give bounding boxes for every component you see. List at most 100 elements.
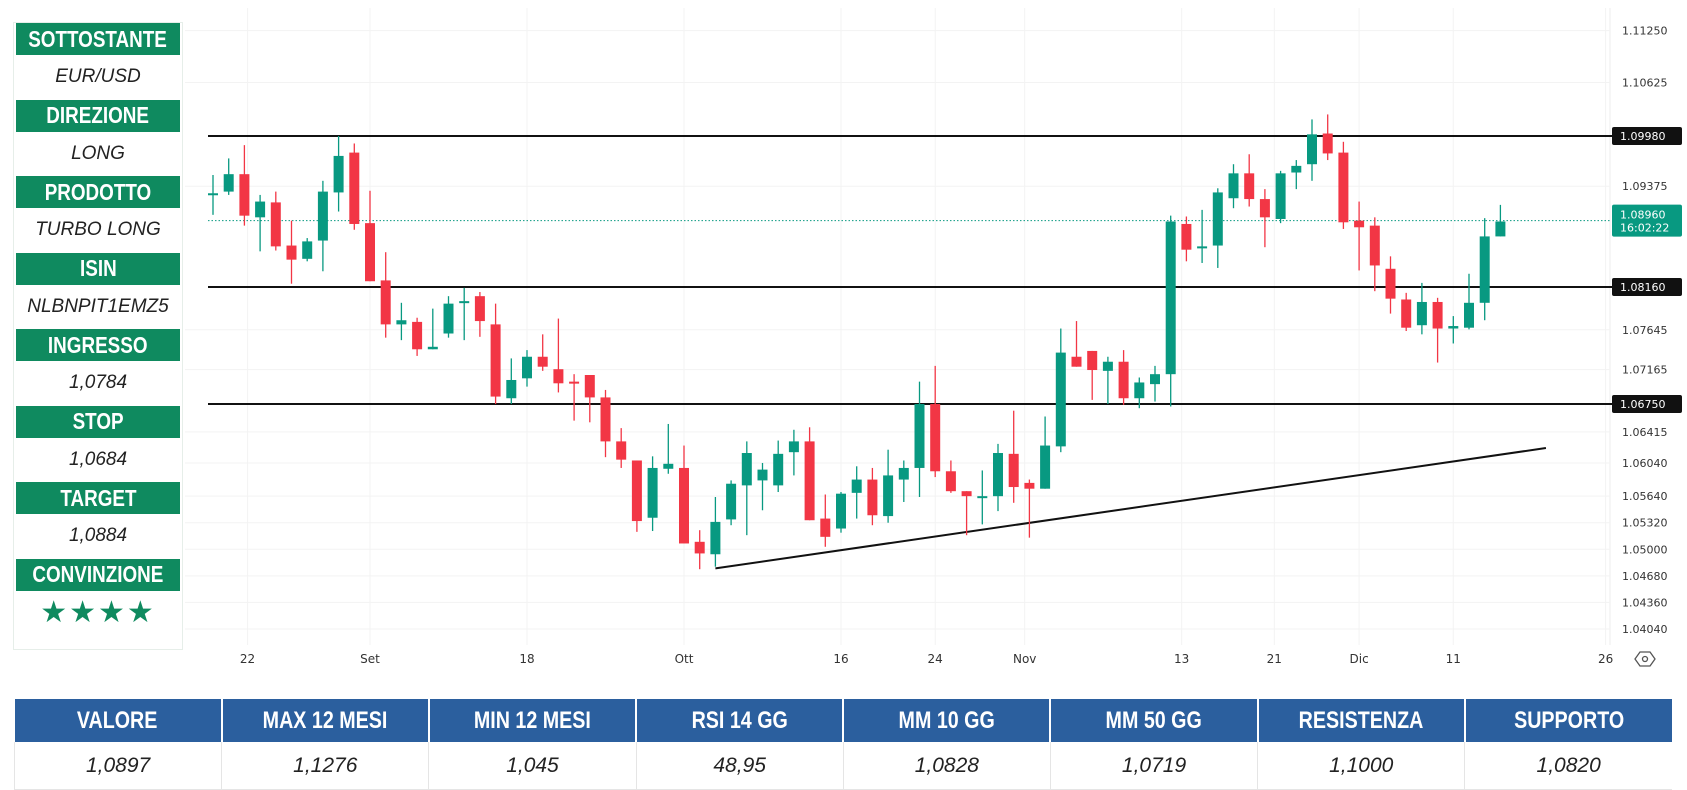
candle-down	[569, 374, 580, 421]
candle-body	[1118, 361, 1129, 399]
candle-body	[286, 245, 297, 260]
candle-up	[1228, 164, 1239, 209]
x-tick-label: 11	[1446, 652, 1461, 666]
candle-body	[694, 541, 705, 554]
label-text: STOP	[72, 408, 124, 434]
column-header: VALORE	[14, 699, 223, 742]
candle-body	[1008, 453, 1019, 488]
candle-down	[1369, 217, 1380, 292]
candle-body	[553, 369, 564, 384]
table-cell: 1,1276	[221, 742, 430, 790]
candle-down	[694, 530, 705, 570]
candle-body	[490, 324, 501, 397]
candle-up	[333, 136, 344, 212]
candle-down	[1354, 201, 1365, 271]
candle-down	[286, 220, 297, 284]
candle-down	[1024, 479, 1035, 538]
candle-up	[883, 449, 894, 523]
y-tick-label: 1.10625	[1622, 76, 1668, 89]
candle-down	[412, 317, 423, 356]
x-tick-label: 22	[240, 652, 255, 666]
candle-up	[317, 180, 328, 272]
indicators-table: VALORE MAX 12 MESI MIN 12 MESI RSI 14 GG MM …	[13, 699, 1672, 790]
time-axis: 22 Set 18 Ott 16 24 Nov 13 21 Dic 11 26	[240, 652, 1613, 666]
level-price-label: 1.08160	[1620, 281, 1666, 294]
header-text: MIN 12 MESI	[473, 706, 591, 734]
value-text: EUR/USD	[55, 66, 141, 88]
candle-down	[945, 460, 956, 493]
candle-up	[1448, 316, 1459, 344]
label-text: DIREZIONE	[46, 102, 150, 128]
y-tick-label: 1.07165	[1622, 364, 1668, 377]
y-tick-label: 1.09375	[1622, 180, 1668, 193]
candle-body	[663, 463, 674, 469]
label-text: SOTTOSTANTE	[28, 25, 168, 52]
candle-body	[993, 453, 1003, 497]
label-direzione: DIREZIONE	[16, 99, 180, 132]
y-tick-label: 1.05640	[1622, 490, 1668, 503]
candle-body	[1401, 299, 1412, 328]
candle-down	[1181, 216, 1192, 262]
candle-down	[1401, 292, 1412, 332]
label-isin: ISIN	[16, 252, 180, 285]
candle-body	[1071, 356, 1082, 367]
column-header: MIN 12 MESI	[428, 699, 638, 742]
candle-up	[788, 429, 799, 476]
grid	[185, 8, 1611, 645]
candle-body	[302, 241, 313, 259]
candle-body	[1040, 445, 1051, 489]
candle-up	[506, 358, 517, 405]
candle-down	[270, 191, 281, 251]
candle-up	[1102, 356, 1113, 405]
candle-down	[490, 303, 501, 405]
candle-body	[836, 493, 846, 529]
candle-body	[255, 201, 266, 218]
candle-body	[1024, 482, 1035, 489]
candle-body	[239, 174, 250, 216]
candle-up	[726, 480, 737, 526]
current-price-badge	[1612, 204, 1682, 237]
value-direzione: LONG	[14, 132, 182, 177]
candle-body	[1322, 133, 1333, 154]
candle-down	[1008, 410, 1019, 503]
candle-up	[396, 302, 407, 341]
x-tick-label: Nov	[1013, 652, 1036, 666]
label-text: PRODOTTO	[44, 178, 152, 205]
candle-body	[443, 303, 454, 334]
label-target: TARGET	[16, 482, 180, 514]
column-header: MM 10 GG	[843, 699, 1052, 742]
candle-up	[1055, 328, 1066, 453]
x-tick-label: 21	[1267, 652, 1282, 666]
candle-down	[553, 318, 564, 393]
candle-up	[1212, 188, 1223, 268]
chart-settings-icon[interactable]	[1634, 651, 1656, 667]
level-price-badge	[1612, 127, 1682, 145]
candle-body	[1464, 302, 1474, 328]
candle-body	[757, 469, 768, 481]
label-stop: STOP	[16, 405, 180, 438]
column-header: MAX 12 MESI	[221, 699, 430, 742]
candle-body	[569, 381, 580, 384]
candle-up	[1416, 282, 1427, 335]
candle-body	[1181, 223, 1192, 250]
value-text: 1,0784	[68, 372, 128, 394]
value-text: NLBNPIT1EMZ5	[27, 295, 169, 317]
level-price-badge	[1612, 278, 1682, 297]
candle-body	[1275, 173, 1286, 219]
candle-up	[522, 350, 532, 387]
candle-body	[317, 191, 328, 241]
candle-down	[1244, 154, 1255, 207]
candle-body	[270, 202, 281, 247]
label-sottostante: SOTTOSTANTE	[16, 23, 180, 55]
candle-up	[773, 440, 784, 493]
candle-body	[647, 467, 658, 518]
value-prodotto: TURBO LONG	[14, 208, 182, 253]
x-tick-label: 18	[519, 652, 534, 666]
y-tick-label: 1.07645	[1622, 324, 1668, 337]
candle-up	[741, 441, 752, 536]
candle-up	[1150, 365, 1160, 402]
candle-body	[1338, 152, 1349, 223]
y-tick-label: 1.06040	[1622, 457, 1668, 470]
candle-body	[726, 483, 737, 520]
header-text: SUPPORTO	[1513, 706, 1624, 734]
